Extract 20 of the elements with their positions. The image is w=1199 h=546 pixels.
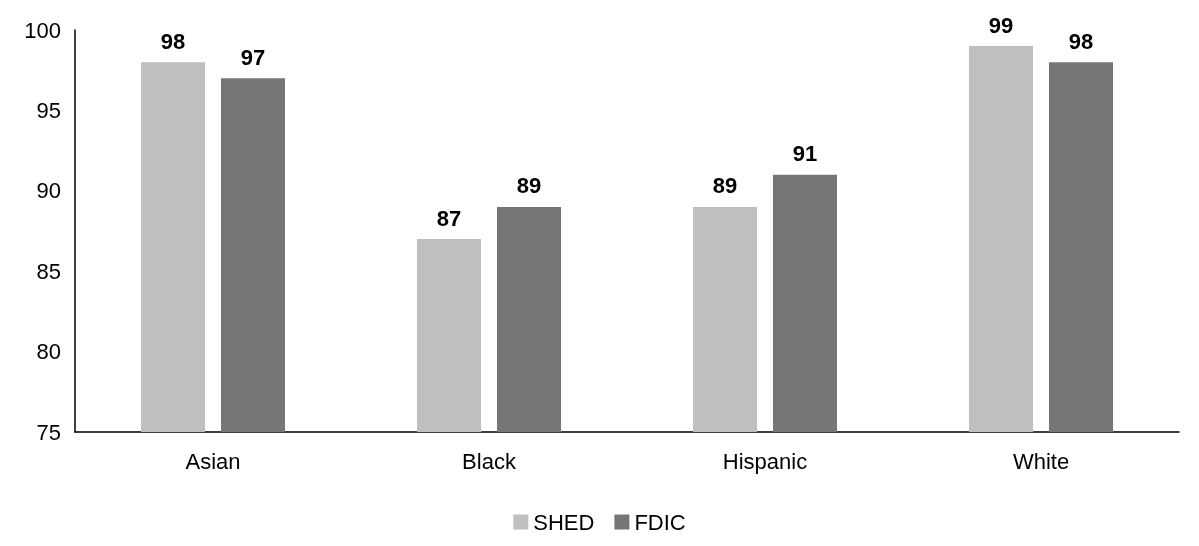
data-label: 99 [988,12,1014,38]
data-label: 89 [712,173,738,199]
y-tick-label: 90 [36,178,61,204]
data-label: 87 [436,205,462,231]
data-label: 91 [792,141,818,167]
y-tick-label: 75 [36,419,61,445]
legend-label: SHED [533,509,595,535]
x-tick-label: Black [462,448,517,474]
x-tick-label: White [1012,448,1070,474]
data-label: 97 [240,44,266,70]
y-tick-label: 95 [36,97,61,123]
y-tick-label: 80 [36,339,61,365]
y-tick-label: 85 [36,258,61,284]
data-label: 98 [160,28,186,54]
y-tick-label: 100 [24,17,61,43]
x-tick-label: Asian [185,448,241,474]
x-tick-label: Hispanic [722,448,808,474]
data-label: 89 [516,173,542,199]
data-label: 98 [1068,28,1094,54]
legend-label: FDIC [634,509,686,535]
